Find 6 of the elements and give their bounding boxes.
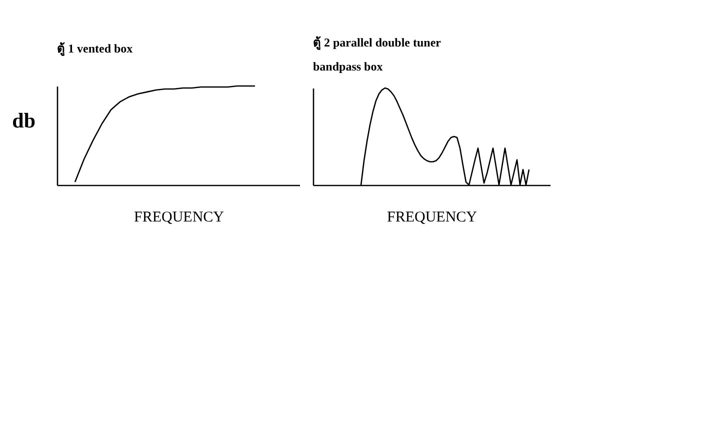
chart-title: ตู้ 2 parallel double tuner [313,35,442,50]
x-axis-title: FREQUENCY [386,210,478,226]
y-axis-title: db [12,108,36,132]
chart-title: ตู้ 1 vented box [57,41,133,56]
x-axis-title: FREQUENCY [134,210,224,226]
chart-subtitle: bandpass box [313,59,383,74]
